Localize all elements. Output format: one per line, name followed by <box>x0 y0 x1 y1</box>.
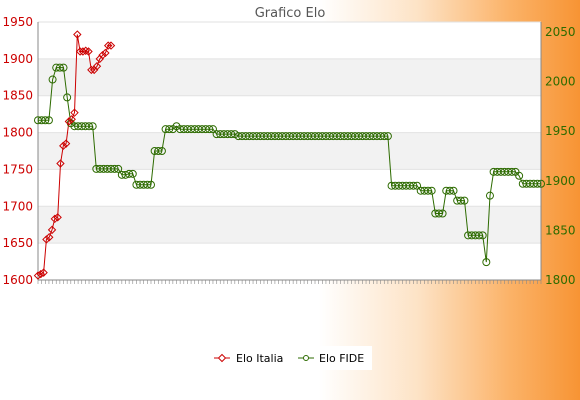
left-tick-label: 1800 <box>2 126 33 140</box>
point-elo-fide <box>128 169 137 178</box>
point-elo-italia <box>103 41 113 50</box>
point-elo-fide <box>59 63 68 72</box>
point-elo-fide <box>424 186 433 195</box>
point-elo-fide <box>110 164 119 173</box>
right-tick-label: 1850 <box>545 223 576 237</box>
grid-band <box>38 132 541 170</box>
left-tick-label: 1600 <box>2 273 33 287</box>
left-tick-label: 1650 <box>2 236 33 250</box>
point-elo-italia <box>64 117 74 126</box>
point-elo-italia <box>70 108 79 117</box>
left-tick-label: 1900 <box>2 52 33 66</box>
point-elo-italia <box>73 30 82 39</box>
legend-box <box>206 346 372 370</box>
point-elo-fide <box>205 125 214 134</box>
x-tick-marks <box>37 280 542 284</box>
point-elo-italia <box>87 65 96 75</box>
left-tick-label: 1850 <box>2 89 33 103</box>
point-elo-fide <box>478 231 487 240</box>
tick-labels: 1600 1650 1700 1750 1800 1850 1900 1950 1800 1850… <box>2 15 575 287</box>
grid-band <box>38 22 541 59</box>
point-elo-fide <box>383 132 392 141</box>
grid-band <box>38 95 541 133</box>
point-elo-fide <box>165 125 174 134</box>
point-elo-fide <box>41 116 50 125</box>
point-elo-italia <box>92 62 102 71</box>
point-elo-italia <box>33 271 43 280</box>
point-elo-fide <box>63 93 72 102</box>
legend: Elo Italia Elo FIDE <box>206 346 372 370</box>
point-elo-fide <box>227 130 236 139</box>
point-elo-italia <box>78 47 88 56</box>
point-elo-fide <box>427 186 436 195</box>
point-elo-italia <box>81 46 90 55</box>
chart-title: Grafico Elo <box>255 6 326 21</box>
series-markers <box>33 30 545 280</box>
point-elo-italia <box>106 41 116 50</box>
point-elo-fide <box>537 179 545 188</box>
point-elo-fide <box>154 147 163 155</box>
point-elo-fide <box>438 209 447 218</box>
point-elo-fide <box>88 122 97 131</box>
point-elo-italia <box>45 233 54 242</box>
right-tick-label: 2050 <box>545 25 576 39</box>
right-tick-label: 1900 <box>545 174 576 188</box>
point-elo-fide <box>48 75 57 84</box>
point-elo-fide <box>445 186 454 195</box>
point-elo-italia <box>61 139 71 148</box>
legend-label-elo-fide: Elo FIDE <box>319 352 364 365</box>
point-elo-fide <box>507 167 516 176</box>
point-elo-fide <box>482 258 491 267</box>
left-tick-label: 1750 <box>2 162 33 176</box>
right-tick-label: 1950 <box>545 124 576 138</box>
point-elo-italia <box>47 225 57 235</box>
point-elo-italia <box>36 269 46 279</box>
point-elo-fide <box>434 209 443 218</box>
point-elo-fide <box>485 191 494 200</box>
grid-band <box>38 243 541 280</box>
point-elo-italia <box>59 141 68 151</box>
left-tick-label: 1700 <box>2 199 33 213</box>
grid-bands <box>38 21 541 281</box>
point-elo-fide <box>460 196 469 205</box>
point-elo-fide <box>146 180 155 189</box>
right-tick-label: 2000 <box>545 75 576 89</box>
legend-marker-elo-fide <box>303 355 309 361</box>
point-elo-fide <box>515 171 524 180</box>
point-elo-italia <box>67 115 76 124</box>
grid-band <box>38 58 541 96</box>
point-elo-fide <box>380 132 389 141</box>
point-elo-fide <box>85 122 94 131</box>
point-elo-fide <box>143 180 152 189</box>
point-elo-fide <box>55 63 64 72</box>
point-elo-italia <box>42 235 51 244</box>
point-elo-fide <box>157 147 166 155</box>
point-elo-fide <box>409 181 418 190</box>
point-elo-italia <box>101 48 110 58</box>
legend-label-elo-italia: Elo Italia <box>236 352 283 365</box>
point-elo-fide <box>533 179 542 188</box>
point-elo-italia <box>50 214 60 224</box>
point-elo-italia <box>98 50 107 60</box>
grid-band <box>38 169 541 207</box>
point-elo-italia <box>39 268 48 277</box>
point-elo-fide <box>44 116 53 125</box>
point-elo-fide <box>475 231 484 240</box>
point-elo-italia <box>84 47 93 56</box>
left-tick-label: 1950 <box>2 15 33 29</box>
right-tick-label: 1800 <box>545 273 576 287</box>
point-elo-italia <box>53 213 62 222</box>
grid-band <box>38 206 541 244</box>
point-elo-fide <box>456 196 465 205</box>
point-elo-italia <box>56 159 65 168</box>
point-elo-fide <box>449 186 458 195</box>
point-elo-fide <box>114 164 123 173</box>
point-elo-fide <box>125 169 134 178</box>
legend-marker-elo-italia <box>217 353 227 363</box>
